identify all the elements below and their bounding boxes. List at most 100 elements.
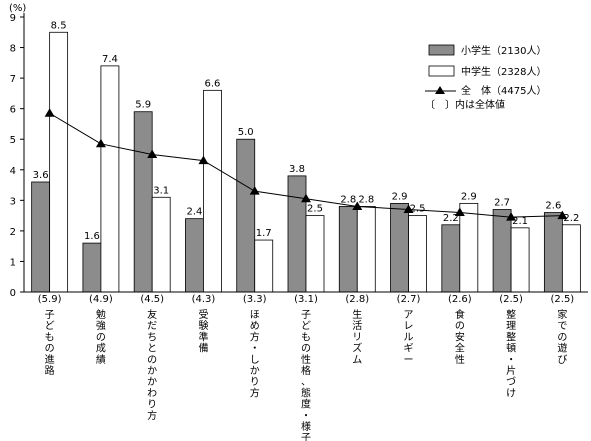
legend-swatch-elementary bbox=[428, 44, 455, 56]
data-label-junior-high-1: 7.4 bbox=[102, 54, 118, 65]
category-label-8: 食の安全性 bbox=[455, 308, 465, 366]
total-marker-7 bbox=[403, 204, 414, 213]
data-label-junior-high-5: 2.5 bbox=[307, 204, 323, 215]
y-tick-label-5: 5 bbox=[10, 135, 16, 146]
category-label-2: 友だちとのかかわり方 bbox=[147, 308, 157, 422]
data-label-junior-high-7: 2.5 bbox=[410, 204, 426, 215]
bar-elementary-5 bbox=[287, 175, 307, 293]
total-marker-4 bbox=[249, 186, 260, 195]
y-tick-label-8: 8 bbox=[10, 44, 16, 55]
category-total-5: (3.1) bbox=[294, 294, 318, 305]
total-marker-8 bbox=[454, 207, 465, 217]
bar-junior-high-7 bbox=[408, 215, 427, 293]
y-tick-label-1: 1 bbox=[10, 257, 16, 268]
data-label-junior-high-10: 2.2 bbox=[563, 213, 579, 224]
category-label-7: アレルギー bbox=[404, 310, 414, 366]
axes bbox=[23, 13, 588, 293]
bar-junior-high-10 bbox=[561, 224, 581, 293]
bar-junior-high-5 bbox=[305, 215, 325, 293]
y-tick-label-0: 0 bbox=[10, 288, 16, 299]
total-marker-6 bbox=[352, 201, 363, 210]
data-label-junior-high-6: 2.8 bbox=[358, 194, 374, 205]
total-marker-3 bbox=[198, 155, 209, 165]
bar-elementary-6 bbox=[338, 206, 358, 293]
bar-elementary-8 bbox=[441, 224, 461, 293]
category-total-8: (2.6) bbox=[448, 294, 472, 305]
category-label-3: 受験準備 bbox=[198, 309, 208, 355]
bar-elementary-4 bbox=[236, 138, 256, 293]
data-label-elementary-10: 2.6 bbox=[545, 201, 561, 212]
bar-junior-high-9 bbox=[510, 227, 530, 293]
y-tick-label-6: 6 bbox=[10, 105, 16, 116]
legend-label-junior-high: 中学生（2328人） bbox=[461, 65, 546, 78]
bar-junior-high-6 bbox=[356, 206, 376, 293]
y-tick-label-4: 4 bbox=[10, 166, 16, 177]
y-tick-label-3: 3 bbox=[10, 196, 16, 207]
bar-elementary-0 bbox=[31, 181, 51, 293]
bar-elementary-9 bbox=[492, 209, 512, 293]
category-total-3: (4.3) bbox=[192, 294, 216, 305]
total-marker-9 bbox=[506, 212, 517, 221]
bar-junior-high-1 bbox=[100, 65, 120, 293]
bar-junior-high-0 bbox=[49, 31, 69, 293]
data-label-junior-high-0: 8.5 bbox=[51, 20, 67, 31]
bar-junior-high-4 bbox=[254, 239, 274, 293]
total-marker-1 bbox=[95, 138, 106, 148]
legend: 小学生（2130人） 中学生（2328人） 全 体（4475人） 〔 〕内は全体… bbox=[425, 44, 546, 111]
data-label-elementary-5: 3.8 bbox=[289, 164, 305, 175]
category-total-1: (4.9) bbox=[89, 294, 113, 305]
category-label-6: 生活リズム bbox=[352, 308, 362, 366]
data-label-elementary-0: 3.6 bbox=[33, 170, 49, 181]
legend-marker-total bbox=[435, 86, 445, 94]
data-label-elementary-8: 2.2 bbox=[443, 213, 459, 224]
data-label-junior-high-2: 3.1 bbox=[153, 185, 169, 196]
data-label-elementary-3: 2.4 bbox=[187, 207, 203, 218]
y-tick-label-2: 2 bbox=[10, 227, 16, 238]
category-label-4: ほめ方・しかり方 bbox=[250, 309, 260, 399]
data-label-junior-high-4: 1.7 bbox=[256, 228, 272, 239]
category-total-4: (3.3) bbox=[243, 294, 267, 305]
category-label-5: 子どもの性格、態度・様子 bbox=[301, 309, 311, 441]
data-label-elementary-4: 5.0 bbox=[238, 127, 254, 138]
bar-junior-high-3 bbox=[203, 89, 222, 293]
data-label-junior-high-3: 6.6 bbox=[205, 78, 221, 89]
bar-junior-high-8 bbox=[459, 202, 479, 293]
data-label-elementary-6: 2.8 bbox=[340, 194, 356, 205]
bars bbox=[31, 31, 581, 293]
category-total-10: (2.5) bbox=[551, 294, 575, 305]
category-total-7: (2.7) bbox=[397, 294, 421, 305]
legend-label-elementary: 小学生（2130人） bbox=[461, 44, 546, 57]
data-label-elementary-1: 1.6 bbox=[84, 231, 100, 242]
legend-note: 〔 〕内は全体値 bbox=[425, 98, 505, 111]
category-label-1: 勉強の成績 bbox=[96, 308, 106, 366]
y-tick-label-7: 7 bbox=[10, 74, 16, 85]
legend-swatch-junior-high bbox=[428, 65, 455, 77]
data-label-elementary-7: 2.9 bbox=[392, 191, 408, 202]
category-total-6: (2.8) bbox=[345, 294, 369, 305]
category-total-9: (2.5) bbox=[499, 294, 523, 305]
bar-junior-high-2 bbox=[151, 196, 171, 293]
category-label-10: 家での遊び bbox=[557, 308, 567, 366]
category-label-0: 子どもの進路 bbox=[45, 309, 55, 377]
category-total-2: (4.5) bbox=[140, 294, 164, 305]
total-line bbox=[44, 108, 568, 221]
legend-label-total: 全 体（4475人） bbox=[461, 84, 546, 97]
total-marker-10 bbox=[557, 210, 568, 220]
x-axis-categories: (5.9) 子どもの進路 (4.9) 勉強の成績 (4.5) 友だちとのかかわり方 (4.3… bbox=[38, 294, 575, 441]
data-label-junior-high-9: 2.1 bbox=[512, 216, 528, 227]
total-marker-2 bbox=[147, 149, 158, 158]
bar-elementary-7 bbox=[390, 202, 409, 293]
bar-elementary-10 bbox=[543, 212, 563, 293]
bar-elementary-1 bbox=[82, 242, 102, 293]
category-total-0: (5.9) bbox=[38, 294, 62, 305]
bar-elementary-2 bbox=[133, 111, 153, 293]
data-label-elementary-9: 2.7 bbox=[494, 198, 510, 209]
y-axis-unit-label: (%) bbox=[9, 3, 26, 14]
y-tick-label-9: 9 bbox=[10, 13, 16, 24]
total-marker-5 bbox=[301, 193, 311, 203]
category-label-9: 整理整頓・片づけ bbox=[506, 308, 516, 399]
data-label-elementary-2: 5.9 bbox=[135, 100, 151, 111]
bar-elementary-3 bbox=[185, 218, 204, 293]
data-label-junior-high-8: 2.9 bbox=[461, 191, 477, 202]
